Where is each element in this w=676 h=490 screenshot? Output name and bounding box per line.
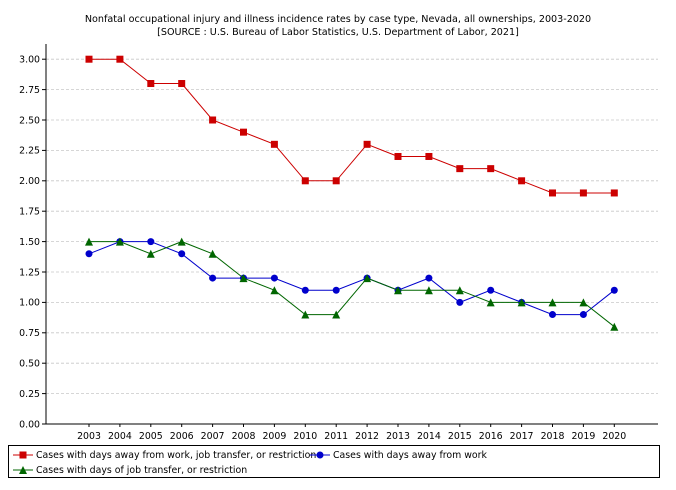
data-point-triangle xyxy=(146,249,155,258)
data-point-circle xyxy=(487,286,495,294)
data-point-square xyxy=(549,189,556,197)
x-tick-label: 2019 xyxy=(571,431,595,442)
data-point-triangle xyxy=(270,286,279,295)
legend-label: Cases with days away from work xyxy=(333,449,487,461)
data-point-square xyxy=(116,55,124,63)
x-tick-label: 2012 xyxy=(355,431,379,442)
legend-item-job-transfer: Cases with days of job transfer, or rest… xyxy=(13,463,247,477)
legend-item-total-cases: Cases with days away from work, job tran… xyxy=(13,448,316,462)
x-tick-label: 2003 xyxy=(77,431,101,442)
line-chart: 0.00 0.25 0.50 0.75 1.00 1.25 1.50 1.75 2.00 2.25… xyxy=(19,44,658,442)
y-tick-label: 2.75 xyxy=(19,85,40,96)
data-point-square xyxy=(301,177,309,185)
y-tick-label: 1.00 xyxy=(19,298,40,309)
data-point-triangle xyxy=(115,237,124,246)
x-tick-label: 2013 xyxy=(386,431,410,442)
data-point-circle xyxy=(456,298,464,306)
data-point-triangle xyxy=(486,298,495,307)
y-tick-label: 2.00 xyxy=(19,176,40,187)
chart-title: Nonfatal occupational injury and illness… xyxy=(0,13,676,39)
data-point-square xyxy=(209,116,217,124)
chart-legend: Cases with days away from work, job tran… xyxy=(8,445,660,478)
data-point-square xyxy=(487,165,495,173)
chart-source-line: [SOURCE : U.S. Bureau of Labor Statistic… xyxy=(157,27,519,38)
data-point-circle xyxy=(579,311,587,319)
y-tick-label: 0.25 xyxy=(19,389,40,400)
x-tick-label: 2018 xyxy=(541,431,565,442)
data-point-square xyxy=(147,80,155,88)
data-point-circle xyxy=(549,311,556,319)
legend-circle-marker-icon xyxy=(310,451,330,459)
x-tick-label: 2014 xyxy=(417,431,441,442)
data-point-triangle xyxy=(332,310,341,319)
data-point-triangle xyxy=(455,286,464,295)
data-point-square xyxy=(394,152,402,160)
data-point-triangle xyxy=(208,249,217,258)
data-point-square xyxy=(425,152,433,160)
x-tick-label: 2010 xyxy=(293,431,317,442)
y-tick-label: 0.00 xyxy=(19,419,40,430)
data-point-square xyxy=(270,140,278,148)
x-tick-label: 2015 xyxy=(448,431,472,442)
x-tick-label: 2007 xyxy=(201,431,225,442)
legend-label: Cases with days of job transfer, or rest… xyxy=(36,464,248,476)
x-tick-label: 2020 xyxy=(602,431,626,442)
y-tick-label: 2.25 xyxy=(19,146,40,157)
data-point-circle xyxy=(270,274,278,282)
y-tick-label: 1.75 xyxy=(19,207,40,218)
data-point-square xyxy=(332,177,340,185)
data-point-circle xyxy=(178,250,186,258)
data-point-square xyxy=(178,80,186,88)
data-point-triangle xyxy=(548,298,557,307)
legend-label: Cases with days away from work, job tran… xyxy=(36,449,317,461)
x-tick-label: 2005 xyxy=(139,431,163,442)
y-tick-label: 1.50 xyxy=(19,237,40,248)
data-point-triangle xyxy=(177,237,186,246)
legend-square-marker-icon xyxy=(13,451,33,459)
data-point-circle xyxy=(610,286,618,294)
legend-triangle-marker-icon xyxy=(13,466,33,474)
data-point-square xyxy=(363,140,371,148)
y-tick-label: 0.75 xyxy=(19,328,40,339)
data-point-circle xyxy=(301,286,309,294)
data-point-triangle xyxy=(394,286,402,295)
y-tick-label: 1.25 xyxy=(19,267,40,278)
x-tick-label: 2016 xyxy=(479,431,503,442)
data-point-circle xyxy=(147,238,155,246)
data-point-circle xyxy=(332,286,340,294)
data-point-square xyxy=(579,189,587,197)
data-point-square xyxy=(610,189,618,197)
data-point-square xyxy=(240,128,247,136)
y-tick-label: 2.50 xyxy=(19,115,40,126)
data-point-triangle xyxy=(517,298,526,307)
data-point-triangle xyxy=(239,274,248,283)
y-tick-label: 3.00 xyxy=(19,55,40,66)
data-point-triangle xyxy=(610,322,619,331)
data-point-triangle xyxy=(363,274,372,283)
data-point-circle xyxy=(209,274,217,282)
data-point-triangle xyxy=(579,298,588,307)
data-point-triangle xyxy=(85,237,93,246)
x-tick-label: 2006 xyxy=(170,431,194,442)
series-line-3 xyxy=(89,241,615,328)
y-tick-label: 0.50 xyxy=(19,359,40,370)
chart-title-line-1: Nonfatal occupational injury and illness… xyxy=(84,14,592,25)
data-point-circle xyxy=(425,274,433,282)
x-tick-label: 2008 xyxy=(232,431,256,442)
data-point-circle xyxy=(85,250,93,258)
x-tick-label: 2009 xyxy=(262,431,286,442)
series-line-2 xyxy=(88,241,615,316)
data-point-triangle xyxy=(301,310,310,319)
data-point-square xyxy=(518,177,526,185)
series-line-1 xyxy=(89,58,615,194)
data-point-square xyxy=(456,165,464,173)
x-tick-label: 2017 xyxy=(510,431,534,442)
legend-item-days-away: Cases with days away from work xyxy=(310,448,487,462)
x-tick-label: 2004 xyxy=(108,431,132,442)
data-point-square xyxy=(85,55,93,63)
x-tick-label: 2011 xyxy=(324,431,348,442)
data-point-triangle xyxy=(424,286,433,295)
